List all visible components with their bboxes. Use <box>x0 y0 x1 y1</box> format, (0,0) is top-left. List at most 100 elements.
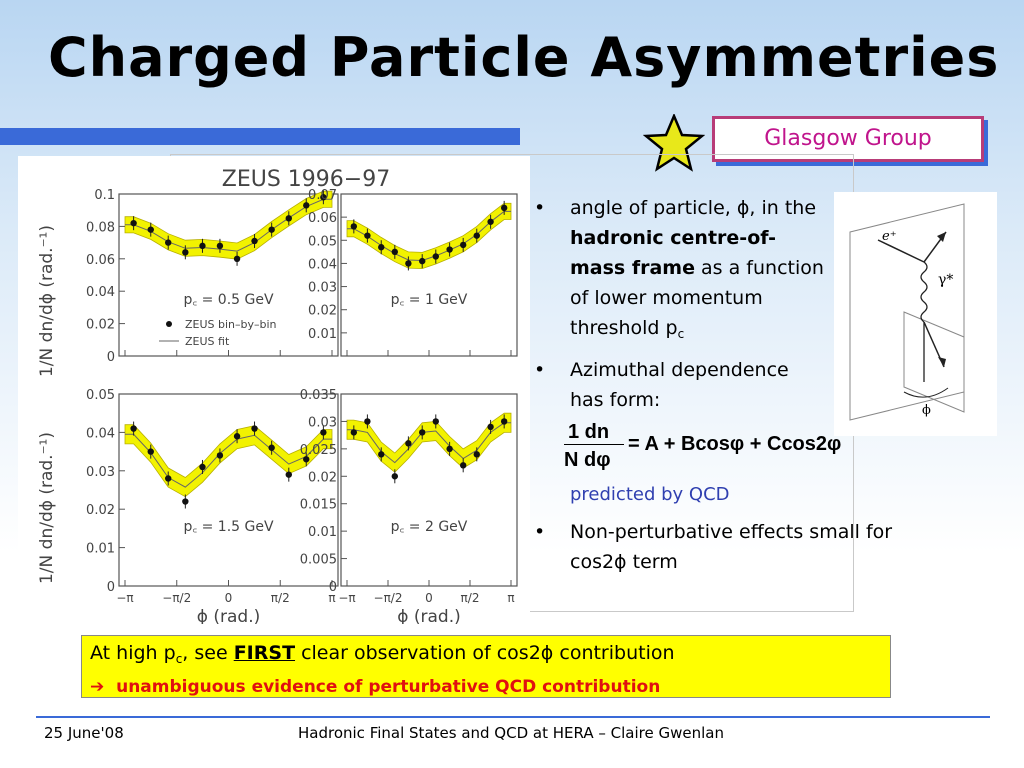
bullet-dot: • <box>534 359 546 381</box>
chart-title: ZEUS 1996−97 <box>222 167 390 192</box>
data-point <box>216 242 224 250</box>
y-tick-label: 0.04 <box>308 257 337 272</box>
c1-sub: c <box>175 652 183 666</box>
data-point <box>251 237 258 245</box>
slide-title: Charged Particle Asymmetries <box>48 26 1000 89</box>
photon-line <box>920 261 928 323</box>
data-point <box>473 451 480 458</box>
footer-date: 25 June'08 <box>44 724 124 742</box>
c1-pre: At high p <box>90 642 176 664</box>
fit-line <box>125 198 332 252</box>
data-point <box>130 219 137 227</box>
y-tick-label: 0.05 <box>86 388 115 403</box>
y-tick-label: 0.015 <box>300 498 337 513</box>
arrow-icon: ➔ <box>90 677 105 697</box>
y-tick-label: 0.07 <box>308 188 337 203</box>
x-tick-label: π <box>507 591 514 605</box>
phi-symbol: ϕ <box>736 197 750 219</box>
data-point <box>251 425 258 432</box>
eplus-label: e⁺ <box>882 229 897 244</box>
data-point <box>130 425 137 432</box>
y-axis-label: 1/N dn/dϕ (rad.⁻¹) <box>37 225 57 377</box>
data-point <box>487 423 494 431</box>
x-axis-label: ϕ (rad.) <box>197 607 260 624</box>
data-point <box>268 226 275 233</box>
data-point <box>391 473 399 480</box>
fit-line <box>125 433 332 488</box>
x-axis-label: ϕ (rad.) <box>397 607 460 624</box>
data-point <box>320 194 327 201</box>
data-point <box>199 463 206 471</box>
b1-pre: angle of particle, <box>570 197 737 219</box>
c2-text: unambiguous evidence of perturbative QCD… <box>116 677 661 697</box>
y-tick-label: 0.03 <box>86 465 115 480</box>
bullet-nonpert: • Non-perturbative effects small for cos… <box>528 517 938 577</box>
data-point <box>233 433 241 440</box>
data-point <box>473 232 480 239</box>
bullet-list: • angle of particle, ϕ, in the hadronic … <box>528 193 938 577</box>
y-tick-label: 0.03 <box>308 281 337 296</box>
zeus-figure: ZEUS 1996−97 1/N dn/dϕ (rad.⁻¹) 1/N dn/dϕ … <box>18 156 530 624</box>
data-point <box>419 429 426 436</box>
data-point <box>432 418 439 425</box>
data-point <box>303 456 310 463</box>
qcd-note: predicted by QCD <box>570 484 730 505</box>
data-point <box>182 498 189 505</box>
x-tick-label: π/2 <box>271 591 290 605</box>
data-point <box>199 242 206 250</box>
data-point <box>500 418 508 425</box>
y-tick-label: 0 <box>107 580 115 595</box>
legend-points-label: ZEUS bin–by–bin <box>185 318 277 331</box>
x-tick-label: π <box>328 591 335 605</box>
gamma-label: γ* <box>938 272 953 288</box>
conclusion-box: At high pc, see FIRST clear observation … <box>81 635 891 698</box>
data-point <box>487 218 494 225</box>
y-tick-label: 0.05 <box>308 234 337 249</box>
data-point <box>303 202 310 209</box>
data-point <box>320 429 327 436</box>
b1-post: as a function of lower momentum threshol… <box>570 257 824 339</box>
footer-rule <box>36 716 990 718</box>
data-point <box>432 253 439 260</box>
y-tick-label: 0.035 <box>300 388 337 403</box>
data-point <box>147 226 154 233</box>
data-point <box>182 249 189 256</box>
y-tick-label: 0.01 <box>308 327 337 342</box>
y-tick-label: 0.02 <box>86 503 115 518</box>
y-tick-label: 0.03 <box>308 415 337 430</box>
y-tick-label: 0.04 <box>86 285 115 300</box>
data-point <box>446 246 453 253</box>
formula: 1 dn N dφ = A + Bcosφ + Ccos2φ <box>564 417 938 479</box>
data-point <box>165 475 172 482</box>
data-point <box>285 471 292 478</box>
legend-point <box>166 321 172 327</box>
data-point <box>405 260 412 267</box>
fit-band <box>124 190 333 260</box>
x-tick-label: −π/2 <box>374 591 403 605</box>
x-tick-label: −π <box>338 591 355 605</box>
y-tick-label: 0.02 <box>308 304 337 319</box>
data-point <box>233 255 241 262</box>
data-point <box>446 445 453 453</box>
b1-mid: , in the <box>749 197 817 219</box>
panel-label: p꜀ = 1.5 GeV <box>183 519 274 535</box>
c1-mid: , see <box>182 642 234 664</box>
x-tick-label: 0 <box>425 591 433 605</box>
title-rule <box>0 128 520 145</box>
data-point <box>165 239 172 246</box>
y-tick-label: 0 <box>107 350 115 365</box>
data-point <box>350 223 358 230</box>
fit-line <box>347 422 511 464</box>
data-point <box>268 444 275 451</box>
panel-label: p꜀ = 2 GeV <box>391 519 468 535</box>
data-point <box>147 448 154 455</box>
bullet-dot: • <box>534 197 546 219</box>
legend-line-label: ZEUS fit <box>185 335 230 348</box>
star-icon <box>643 114 705 172</box>
y-axis-label: 1/N dn/dϕ (rad.⁻¹) <box>37 432 57 584</box>
c1-post: clear observation of cos2ϕ contribution <box>295 642 675 664</box>
data-point <box>216 452 224 459</box>
conclusion-line2: ➔ unambiguous evidence of perturbative Q… <box>90 673 882 701</box>
conclusion-line1: At high pc, see FIRST clear observation … <box>90 639 882 673</box>
panel-frame <box>118 193 339 357</box>
